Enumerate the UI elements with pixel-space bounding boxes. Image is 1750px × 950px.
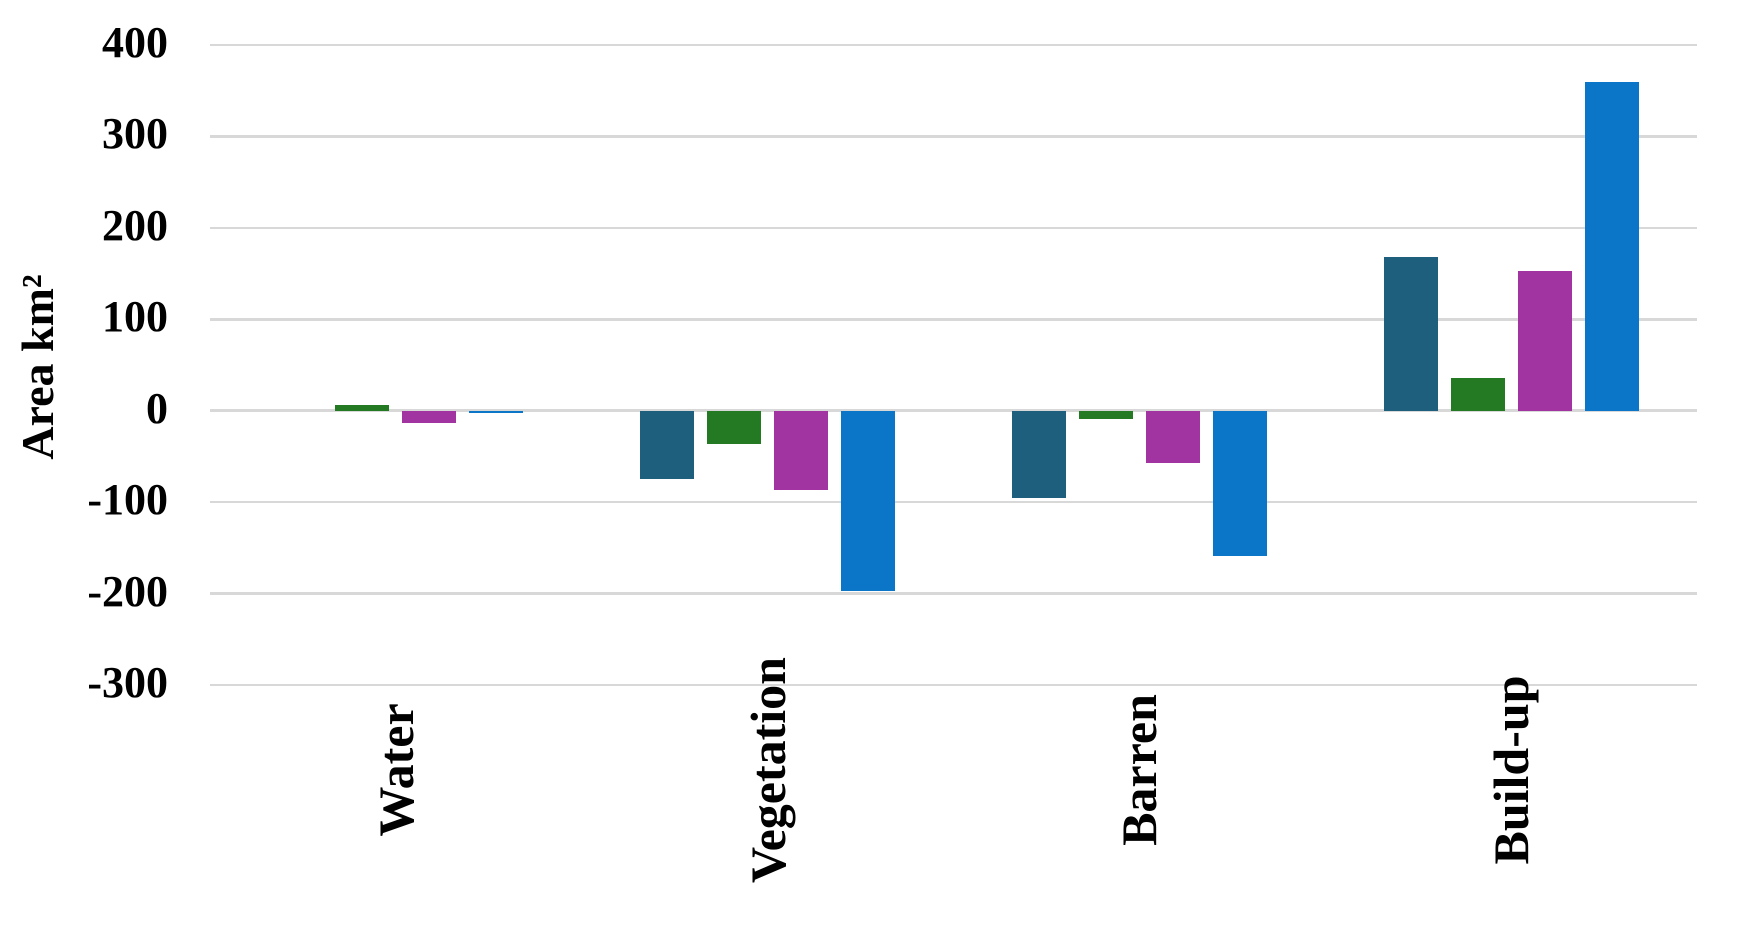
bar-vegetation-green: [707, 410, 762, 444]
bar-barren-green: [1078, 410, 1133, 419]
bar-water-green: [335, 405, 390, 411]
bar-build-up-magenta: [1517, 270, 1572, 411]
x-axis-label-barren: Barren: [1111, 694, 1168, 846]
x-axis-label-water: Water: [367, 703, 424, 837]
bar-vegetation-magenta: [774, 410, 829, 491]
gridline-200: [210, 226, 1697, 230]
bar-barren-magenta: [1145, 410, 1200, 463]
y-tick-label--300: -300: [87, 658, 168, 708]
y-tick-label--200: -200: [87, 566, 168, 616]
gridline-0: [210, 409, 1697, 412]
x-axis-label-vegetation: Vegetation: [739, 657, 796, 883]
bar-water-magenta: [402, 410, 457, 423]
gridline--100: [210, 500, 1697, 504]
bar-build-up-green: [1450, 377, 1505, 411]
y-tick-label-100: 100: [102, 292, 168, 342]
bar-build-up-blue: [1584, 82, 1639, 411]
y-tick-label-400: 400: [102, 18, 168, 68]
bar-water-blue: [469, 410, 524, 414]
bar-vegetation-teal: [640, 410, 695, 480]
gridline--200: [210, 592, 1697, 595]
y-tick-label--100: -100: [87, 475, 168, 525]
gridline-300: [210, 135, 1697, 138]
bar-barren-teal: [1011, 410, 1066, 499]
y-tick-label-0: 0: [146, 383, 168, 433]
gridline-100: [210, 318, 1697, 321]
bar-vegetation-blue: [841, 410, 896, 591]
x-axis-label-build-up: Build-up: [1483, 675, 1540, 865]
y-tick-label-300: 300: [102, 109, 168, 159]
gridline--300: [210, 683, 1697, 687]
y-tick-label-200: 200: [102, 201, 168, 251]
gridline-400: [210, 43, 1697, 47]
bar-barren-blue: [1212, 410, 1267, 557]
bar-build-up-teal: [1383, 257, 1438, 411]
